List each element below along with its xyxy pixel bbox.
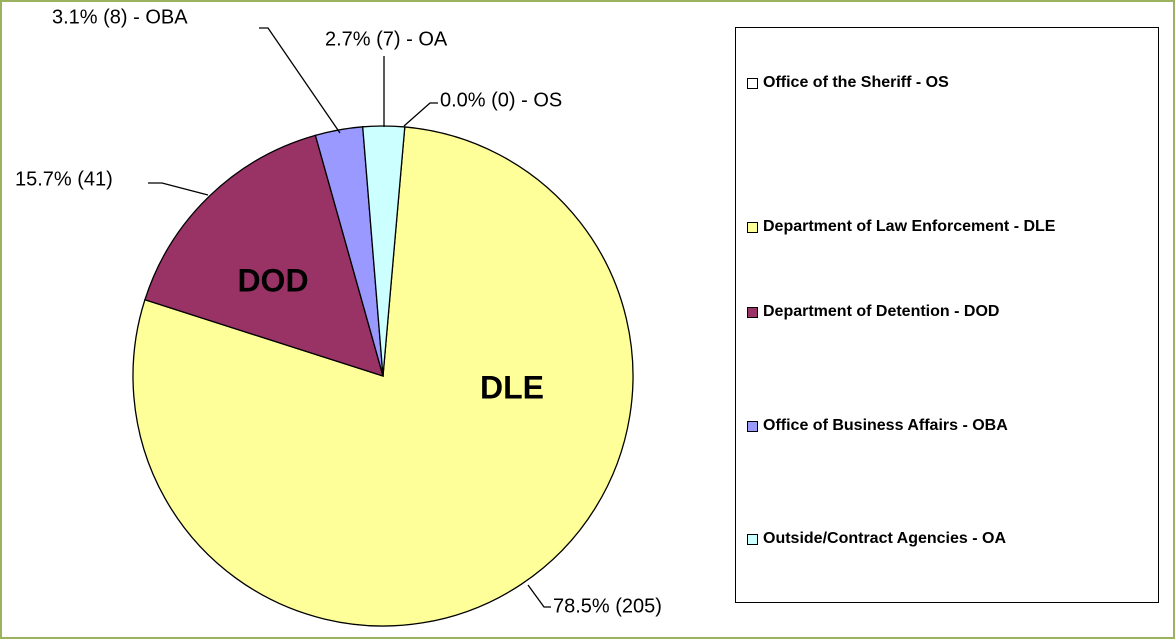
legend: Office of the Sheriff - OS Department of … [735,27,1159,603]
leader-line [148,182,209,196]
leader-line [527,584,551,608]
legend-entry: Office of Business Affairs - OBA [747,415,1147,437]
slice-label: DLE [480,369,544,405]
pie-slice [144,134,384,377]
legend-label: Department of Detention - DOD [763,303,1000,320]
legend-label: Department of Law Enforcement - DLE [763,218,1056,235]
legend-swatch [747,307,758,318]
legend-swatch [747,222,758,233]
legend-swatch [747,78,758,89]
value-label: 78.5% (205) [553,595,662,617]
legend-label: Outside/Contract Agencies - OA [763,530,1006,547]
legend-swatch [747,534,758,545]
legend-entry: Department of Detention - DOD [747,301,1147,323]
value-label: 3.1% (8) - OBA [52,6,188,28]
legend-entry: Department of Law Enforcement - DLE [747,216,1147,238]
value-label: 2.7% (7) - OA [325,28,448,50]
value-label: 15.7% (41) [15,168,113,190]
slice-label: DOD [237,262,308,298]
leader-line [259,27,341,134]
legend-label: Office of the Sheriff - OS [763,74,949,91]
legend-entry: Office of the Sheriff - OS [747,72,1147,94]
value-label: 0.0% (0) - OS [440,89,562,111]
leader-line [403,102,438,127]
legend-label: Office of Business Affairs - OBA [763,417,1008,434]
legend-entry: Outside/Contract Agencies - OA [747,528,1147,550]
legend-swatch [747,421,758,432]
